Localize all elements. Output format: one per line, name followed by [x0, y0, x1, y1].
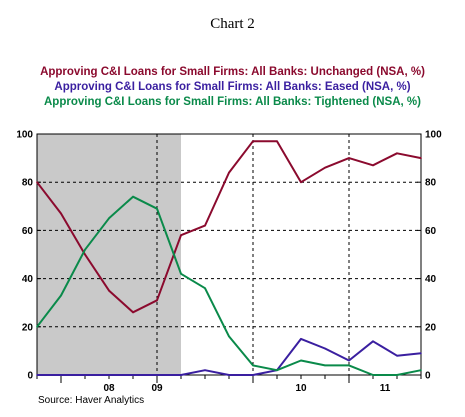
data-point-unchanged — [108, 289, 110, 292]
y-tick-label-left: 80 — [22, 178, 34, 189]
data-point-unchanged — [36, 181, 38, 183]
data-point-unchanged — [228, 171, 230, 174]
data-point-tightened — [300, 359, 302, 362]
data-point-eased — [156, 374, 158, 376]
x-tick-label: 10 — [295, 383, 307, 394]
data-point-eased — [420, 352, 422, 355]
legend-eased: Approving C&I Loans for Small Firms: All… — [54, 81, 411, 93]
data-point-tightened — [420, 369, 422, 371]
data-point-unchanged — [372, 164, 374, 167]
x-tick-label: 08 — [103, 383, 115, 394]
source-note: Source: Haver Analytics — [38, 395, 145, 406]
data-point-eased — [348, 359, 350, 362]
data-point-eased — [180, 374, 182, 376]
data-point-tightened — [324, 364, 326, 367]
data-point-eased — [372, 340, 374, 343]
data-point-tightened — [84, 248, 86, 251]
y-tick-label-left: 0 — [27, 371, 33, 382]
data-point-eased — [36, 374, 38, 376]
data-point-unchanged — [204, 224, 206, 227]
x-tick-label: 09 — [151, 383, 163, 394]
data-point-unchanged — [324, 166, 326, 169]
data-point-unchanged — [420, 157, 422, 159]
data-point-unchanged — [60, 212, 62, 215]
data-point-unchanged — [276, 140, 278, 143]
data-point-tightened — [228, 335, 230, 338]
data-point-tightened — [252, 364, 254, 367]
data-point-unchanged — [396, 152, 398, 155]
y-tick-label-right: 100 — [425, 130, 442, 141]
legend-unchanged: Approving C&I Loans for Small Firms: All… — [40, 66, 425, 78]
data-point-unchanged — [156, 299, 158, 302]
data-point-tightened — [108, 217, 110, 220]
data-point-tightened — [60, 294, 62, 297]
data-point-eased — [324, 347, 326, 350]
data-point-unchanged — [252, 140, 254, 143]
data-point-tightened — [396, 374, 398, 376]
y-tick-label-left: 40 — [22, 274, 34, 285]
data-point-eased — [132, 374, 134, 376]
data-point-tightened — [156, 207, 158, 210]
recession-shading — [37, 134, 181, 375]
y-tick-label-right: 20 — [425, 322, 437, 333]
data-point-unchanged — [84, 253, 86, 256]
data-point-eased — [396, 354, 398, 357]
y-tick-label-right: 40 — [425, 274, 437, 285]
chart-title: Chart 2 — [210, 16, 255, 32]
y-tick-label-right: 0 — [425, 371, 431, 382]
data-point-tightened — [372, 374, 374, 376]
data-point-unchanged — [180, 234, 182, 237]
data-point-unchanged — [348, 157, 350, 159]
data-point-eased — [84, 374, 86, 376]
data-point-eased — [300, 338, 302, 340]
y-tick-label-right: 60 — [425, 226, 437, 237]
data-point-eased — [108, 374, 110, 376]
y-tick-label-left: 20 — [22, 322, 34, 333]
y-tick-label-left: 100 — [16, 130, 33, 141]
data-point-tightened — [348, 364, 350, 367]
y-tick-label-right: 80 — [425, 178, 437, 189]
data-point-tightened — [36, 326, 38, 328]
data-point-tightened — [132, 195, 134, 198]
data-point-eased — [252, 374, 254, 376]
legend-tightened: Approving C&I Loans for Small Firms: All… — [44, 96, 421, 108]
data-point-eased — [228, 374, 230, 376]
data-point-eased — [60, 374, 62, 376]
data-point-eased — [204, 369, 206, 371]
data-point-tightened — [276, 369, 278, 371]
data-point-unchanged — [132, 311, 134, 314]
data-point-tightened — [180, 272, 182, 275]
x-tick-label: 11 — [380, 383, 391, 394]
y-tick-label-left: 60 — [22, 226, 34, 237]
data-point-tightened — [204, 287, 206, 290]
data-point-unchanged — [300, 181, 302, 183]
